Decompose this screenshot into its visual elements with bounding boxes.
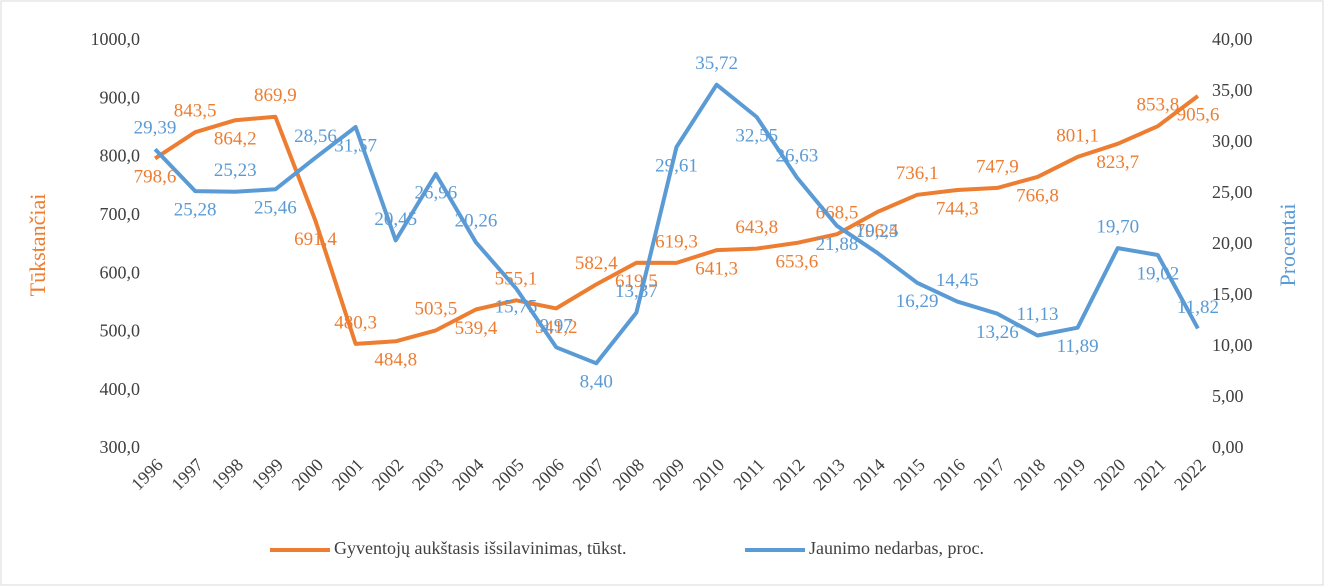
- data-label: 35,72: [695, 53, 738, 74]
- data-label: 25,28: [174, 200, 217, 221]
- y-tick-label: 500,0: [100, 321, 141, 341]
- data-label: 29,61: [655, 155, 698, 176]
- data-label: 641,3: [695, 258, 738, 279]
- data-label: 15,75: [495, 297, 538, 318]
- data-label: 480,3: [334, 312, 377, 333]
- y-axis-title: Tūkstančiai: [25, 194, 50, 297]
- y2-tick-label: 20,00: [1212, 233, 1253, 253]
- data-label: 503,5: [414, 299, 457, 320]
- y-tick-label: 900,0: [100, 87, 141, 107]
- data-label: 539,4: [455, 318, 498, 339]
- data-label: 864,2: [214, 129, 257, 150]
- data-label: 28,56: [294, 126, 337, 147]
- data-label: 823,7: [1096, 152, 1139, 173]
- data-label: 19,25: [856, 221, 899, 242]
- data-label: 19,02: [1136, 263, 1179, 284]
- data-label: 25,23: [214, 160, 257, 181]
- data-label: 853,8: [1136, 95, 1179, 116]
- data-label: 653,6: [775, 251, 818, 272]
- y2-tick-label: 15,00: [1212, 284, 1253, 304]
- data-label: 798,6: [134, 167, 177, 188]
- data-label: 26,96: [414, 182, 457, 203]
- y2-tick-label: 0,00: [1212, 437, 1244, 457]
- data-label: 484,8: [374, 350, 417, 371]
- data-label: 19,70: [1096, 216, 1139, 237]
- y-tick-label: 1000,0: [91, 29, 141, 49]
- series-line: [154, 94, 1200, 346]
- y2-tick-label: 30,00: [1212, 131, 1253, 151]
- data-label: 905,6: [1177, 104, 1220, 125]
- y2-tick-label: 25,00: [1212, 182, 1253, 202]
- y-tick-label: 700,0: [100, 204, 141, 224]
- y-tick-label: 400,0: [100, 379, 141, 399]
- data-label: 843,5: [174, 101, 217, 122]
- data-label: 736,1: [896, 163, 939, 184]
- data-label: 9,97: [540, 316, 573, 337]
- series-line: [153, 82, 1200, 366]
- data-label: 747,9: [976, 156, 1019, 177]
- data-label: 32,55: [735, 125, 778, 146]
- data-label: 31,57: [334, 135, 377, 156]
- y2-tick-label: 35,00: [1212, 80, 1253, 100]
- data-label: 668,5: [816, 203, 859, 224]
- data-label: 691,4: [294, 229, 337, 250]
- y-tick-label: 300,0: [100, 437, 141, 457]
- data-label: 25,46: [254, 198, 297, 219]
- data-label: 11,89: [1057, 336, 1099, 357]
- data-label: 706,4: [856, 220, 899, 241]
- data-label: 744,3: [936, 198, 979, 219]
- data-label: 766,8: [1016, 185, 1059, 206]
- data-label: 16,29: [896, 291, 939, 312]
- data-label: 582,4: [575, 253, 618, 274]
- data-label: 11,82: [1177, 297, 1219, 318]
- legend-label: Gyventojų aukštasis išsilavinimas, tūkst…: [334, 538, 627, 558]
- y2-tick-label: 10,00: [1212, 335, 1253, 355]
- data-label: 869,9: [254, 85, 297, 106]
- data-label: 643,8: [735, 217, 778, 238]
- y2-tick-label: 5,00: [1212, 386, 1244, 406]
- data-label: 11,13: [1016, 304, 1058, 325]
- data-label: 801,1: [1056, 125, 1099, 146]
- y-tick-label: 600,0: [100, 262, 141, 282]
- data-label: 21,88: [816, 234, 859, 255]
- data-label: 20,45: [374, 209, 417, 230]
- legend-label: Jaunimo nedarbas, proc.: [809, 538, 984, 558]
- y2-tick-label: 40,00: [1212, 29, 1253, 49]
- data-label: 20,26: [455, 211, 498, 232]
- data-label: 8,40: [580, 372, 613, 393]
- data-label: 619,3: [655, 231, 698, 252]
- data-label: 13,26: [976, 322, 1019, 343]
- y2-axis-title: Procentai: [1275, 203, 1300, 286]
- data-label: 26,63: [775, 146, 818, 167]
- data-label: 29,39: [134, 118, 177, 139]
- y-tick-label: 800,0: [100, 146, 141, 166]
- data-label: 14,45: [936, 270, 979, 291]
- data-label: 13,37: [615, 281, 658, 302]
